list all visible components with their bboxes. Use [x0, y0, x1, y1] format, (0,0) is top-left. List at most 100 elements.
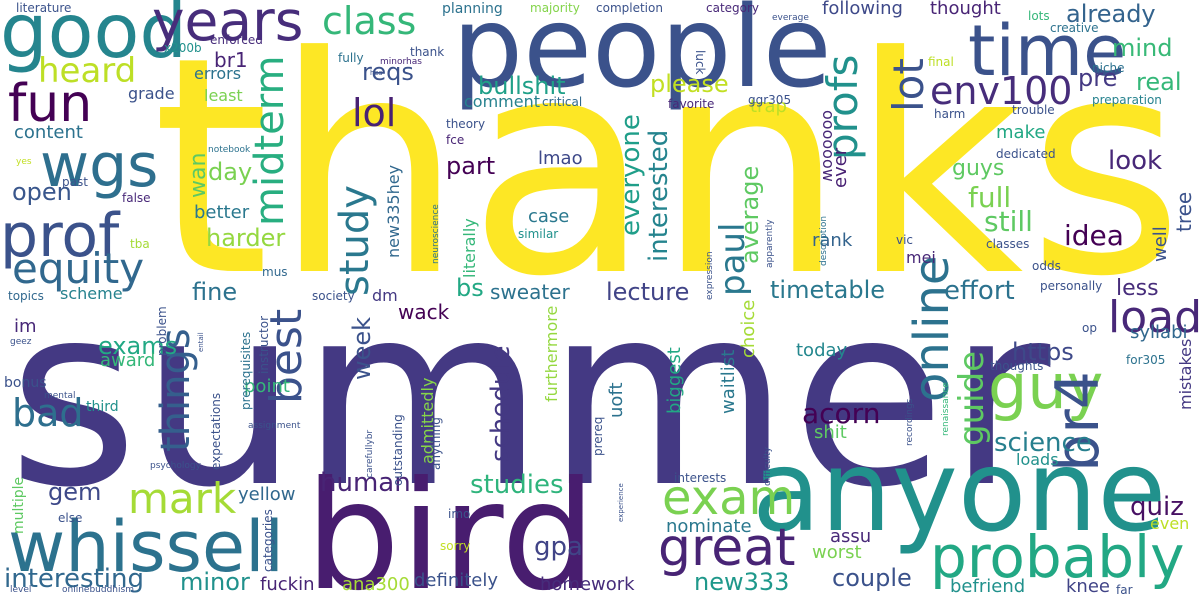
word-planning: planning [442, 1, 503, 17]
word-neuroscience: neuroscience [431, 204, 441, 264]
word-errors: errors [194, 64, 242, 83]
word-third: third [86, 399, 119, 415]
word-enforced: enforced [210, 33, 263, 47]
word-people: people [452, 0, 832, 113]
word-trap: trap [750, 96, 787, 117]
word-grade: grade [128, 84, 175, 103]
word-yellow: yellow [238, 484, 296, 505]
word-tba: tba [130, 237, 150, 251]
word-please: please [650, 70, 729, 98]
word-nominate: nominate [666, 516, 752, 537]
word-gpa: gpa [534, 532, 583, 562]
word-majority: majority [530, 1, 580, 15]
word-week: week [348, 316, 376, 380]
word-fine: fine [192, 278, 238, 306]
word-carefullybr: carefullybr [365, 429, 375, 478]
word-for305: for305 [1126, 353, 1166, 367]
word-uoft: uoft [606, 382, 627, 419]
word-probably: probably [930, 523, 1185, 591]
word-psychology: psychology [150, 461, 201, 471]
word-sweater: sweater [490, 280, 570, 304]
word-favorite: favorite [668, 97, 715, 111]
word-mark: mark [128, 474, 237, 523]
word-comment: comment [464, 92, 541, 111]
word-x200b: x200b [164, 41, 202, 55]
word-renaissance: renaissance [941, 382, 951, 436]
word-false: false [122, 191, 151, 205]
word-recordings: recordings [905, 398, 915, 446]
word-quiz: quiz [1130, 492, 1184, 522]
word-br1: br1 [214, 48, 248, 72]
word-expectations: expectations [209, 392, 223, 470]
word-class: class [322, 0, 417, 43]
word-syllabi: syllabi [1130, 322, 1188, 343]
word-idea: idea [1064, 219, 1124, 252]
word-notebook: notebook [208, 145, 251, 155]
word-lots: lots [1028, 9, 1050, 23]
word-equity: equity [12, 244, 145, 293]
word-midterm: midterm [247, 55, 293, 226]
word-luck: luck [693, 50, 707, 75]
word-science: science [994, 428, 1092, 458]
word-imo: imo [448, 507, 471, 521]
word-choice: choice [738, 299, 759, 358]
word-already: already [1066, 0, 1156, 28]
word-anyone: anyone [752, 427, 1167, 557]
word-minorhas: minorhas [380, 57, 422, 67]
word-category: category [706, 1, 760, 15]
word-lecture: lecture [606, 278, 690, 306]
word-thoughts: thoughts [990, 359, 1044, 373]
word-years: years [152, 0, 304, 53]
word-fuckin: fuckin [260, 574, 315, 595]
word-geez: geez [10, 337, 32, 347]
word-else: else [58, 511, 83, 525]
word-time: time [968, 10, 1127, 92]
word-award: award [100, 350, 156, 371]
word-fully: fully [338, 51, 364, 65]
word-dm: dm [372, 286, 398, 305]
word-outstanding: outstanding [391, 414, 405, 486]
word-personally: personally [1040, 279, 1103, 293]
word-literally: literally [460, 218, 479, 278]
word-new333: new333 [694, 568, 790, 596]
word-assu: assu [830, 526, 872, 547]
word-thanks: thanks [152, 0, 1188, 342]
word-wgs: wgs [40, 131, 159, 201]
word-similar: similar [518, 227, 559, 241]
word-preparation: preparation [1092, 93, 1162, 107]
word-following: following [822, 0, 903, 19]
word-gem: gem [48, 478, 102, 506]
word-today: today [796, 340, 848, 361]
word-mental: mental [44, 391, 76, 401]
word-interested: interested [644, 129, 674, 262]
word-tree: tree [1172, 191, 1196, 232]
word-lol: lol [352, 91, 397, 135]
word-look: look [1108, 146, 1163, 176]
word-befriend: befriend [950, 576, 1026, 597]
word-point: point [244, 376, 290, 397]
word-case: case [528, 206, 570, 227]
word-im: im [14, 316, 37, 337]
word-still: still [984, 205, 1033, 238]
word-interests: interests [674, 471, 727, 485]
word-interesting: interesting [4, 564, 144, 594]
word-bonus: bonus [4, 375, 47, 391]
word-onlinebuddhism: onlinebuddhism [62, 585, 134, 595]
word-heard: heard [38, 51, 137, 91]
word-average: average [736, 165, 764, 264]
word-load: load [1108, 292, 1200, 343]
word-description: description [819, 215, 829, 266]
word-content: content [14, 122, 83, 143]
word-summer: summer [8, 251, 1053, 542]
word-guide: guide [952, 350, 992, 446]
word-full: full [968, 181, 1012, 214]
word-categories: categories [261, 509, 275, 572]
word-homework: homework [540, 574, 635, 595]
word-difficulty: difficulty [763, 447, 773, 486]
word-couple: couple [832, 564, 912, 592]
word-theory: theory [446, 117, 486, 131]
word-experience: experience [617, 483, 625, 522]
word-effort: effort [944, 276, 1015, 306]
word-creative: creative [1050, 21, 1099, 35]
